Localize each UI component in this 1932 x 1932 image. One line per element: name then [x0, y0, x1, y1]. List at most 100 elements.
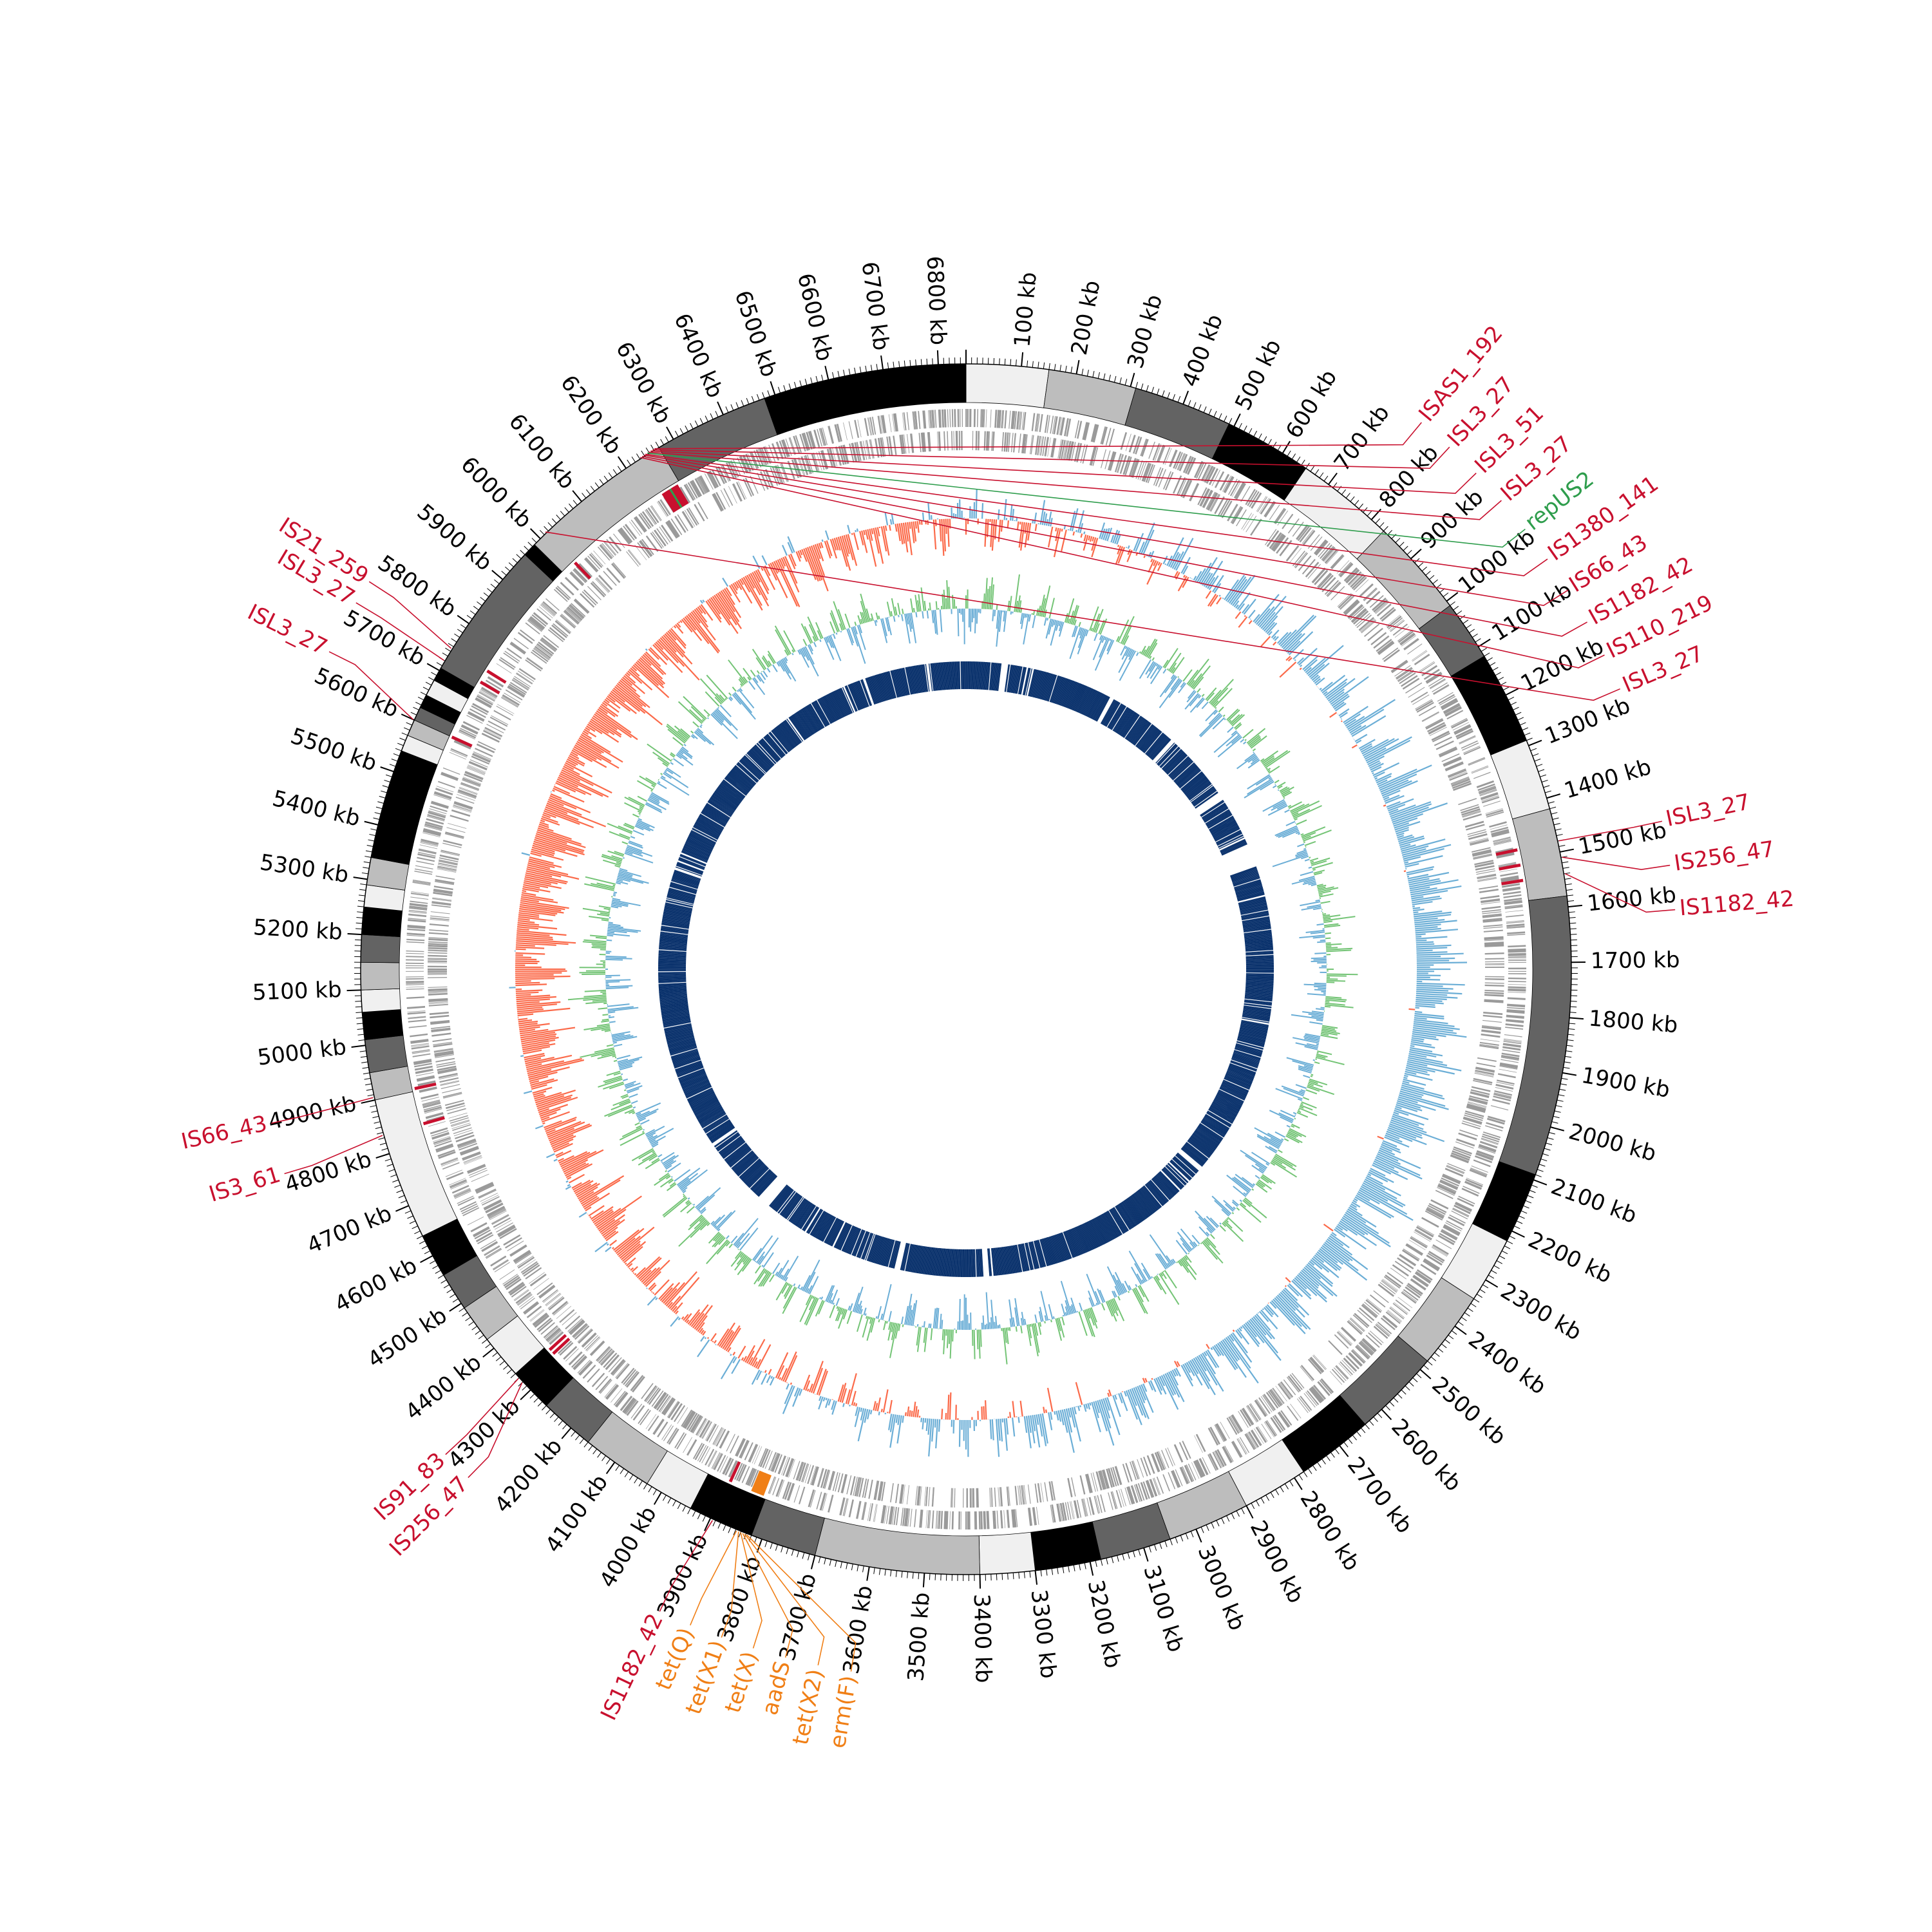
homology-block	[1044, 1238, 1053, 1265]
homology-block	[1191, 786, 1215, 804]
homology-block	[1245, 951, 1274, 954]
homology-block	[1133, 722, 1150, 745]
homology-block	[737, 762, 759, 782]
cds-mark	[684, 1412, 696, 1429]
major-tick	[1567, 904, 1582, 908]
homology-block	[1195, 791, 1218, 809]
homology-block	[684, 844, 710, 857]
cds-mark	[471, 705, 488, 715]
cds-mark	[1445, 1222, 1462, 1231]
cds-mark	[1405, 1245, 1423, 1256]
cds-mark	[797, 457, 804, 477]
cds-mark	[1076, 443, 1083, 462]
homology-block	[943, 662, 947, 690]
homology-block	[1134, 1192, 1152, 1215]
homology-block	[1233, 1052, 1260, 1061]
major-tick	[1245, 1505, 1254, 1519]
homology-block	[939, 1248, 943, 1276]
cds-mark	[1254, 1400, 1266, 1417]
minor-tick	[1348, 1438, 1353, 1444]
cds-mark	[560, 582, 574, 596]
homology-block	[1141, 729, 1160, 752]
cds-mark	[517, 632, 533, 644]
homology-block	[766, 734, 785, 756]
cds-mark	[1071, 1477, 1076, 1497]
cds-mark	[1040, 436, 1045, 456]
cds-mark	[686, 1412, 698, 1430]
cds-mark	[1432, 684, 1449, 695]
homology-block	[1205, 1113, 1230, 1130]
cds-mark	[892, 413, 895, 432]
minor-tick	[1267, 439, 1272, 445]
cds-mark	[1229, 1416, 1240, 1434]
cds-mark	[994, 1487, 996, 1507]
cds-mark	[1468, 1101, 1487, 1107]
cds-mark	[1428, 1251, 1445, 1262]
minor-tick	[1539, 1164, 1546, 1167]
cds-mark	[416, 860, 434, 866]
minor-tick	[1301, 459, 1305, 466]
cds-mark	[1149, 1479, 1157, 1497]
homology-block	[664, 907, 692, 914]
cds-mark	[1099, 1470, 1106, 1490]
homology-block	[1212, 822, 1237, 837]
homology-block	[665, 903, 693, 910]
cds-mark	[1492, 831, 1510, 838]
cds-mark	[1493, 838, 1511, 844]
cds-mark	[510, 641, 526, 654]
minor-tick	[1358, 503, 1363, 509]
minor-tick	[1558, 1094, 1565, 1097]
homology-block	[723, 1141, 746, 1159]
homology-block	[973, 661, 976, 690]
cds-mark	[1036, 1506, 1039, 1525]
homology-block	[658, 977, 687, 980]
cds-mark	[1242, 1407, 1255, 1425]
cds-mark	[929, 410, 932, 428]
homology-block	[775, 726, 793, 750]
homology-block	[1152, 1177, 1172, 1199]
cds-mark	[686, 1439, 697, 1456]
cds-mark	[417, 853, 436, 859]
homology-block	[1175, 1155, 1197, 1174]
cds-mark	[515, 1253, 532, 1264]
homology-block	[884, 1239, 892, 1266]
cds-mark	[536, 608, 551, 621]
cds-mark	[533, 1313, 548, 1327]
cds-mark	[502, 694, 520, 706]
homology-block	[1235, 1045, 1263, 1054]
cds-mark	[1484, 937, 1504, 940]
homology-block	[720, 782, 743, 800]
homology-block	[687, 838, 712, 852]
cds-mark	[1271, 1388, 1283, 1405]
homology-block	[828, 693, 842, 719]
homology-block	[1244, 937, 1273, 942]
homology-block	[1028, 668, 1036, 697]
homology-block	[697, 1106, 723, 1121]
cds-mark	[475, 1231, 493, 1242]
homology-block	[777, 1190, 795, 1213]
minor-tick	[1226, 1515, 1230, 1522]
cds-mark	[1428, 724, 1446, 734]
homology-block	[1168, 757, 1189, 777]
homology-block	[1245, 971, 1274, 972]
cds-mark	[431, 902, 451, 906]
cds-mark	[1249, 491, 1260, 507]
minor-tick	[1401, 1389, 1406, 1395]
cds-mark	[1006, 1510, 1009, 1528]
cds-mark	[953, 431, 955, 451]
minor-tick	[1032, 361, 1034, 368]
homology-block	[858, 680, 869, 707]
cds-mark	[1262, 1395, 1274, 1412]
cds-mark	[1044, 415, 1049, 433]
homology-block	[717, 1134, 741, 1152]
homology-block	[1052, 1235, 1063, 1262]
cds-mark	[1429, 678, 1446, 689]
cds-mark	[474, 1229, 491, 1240]
cds-mark	[712, 494, 723, 512]
cds-mark	[1236, 1438, 1247, 1455]
homology-block	[1240, 1027, 1267, 1034]
homology-block	[667, 896, 694, 904]
cds-mark	[859, 441, 865, 460]
homology-block	[1244, 936, 1273, 940]
minor-tick	[1467, 1307, 1473, 1312]
